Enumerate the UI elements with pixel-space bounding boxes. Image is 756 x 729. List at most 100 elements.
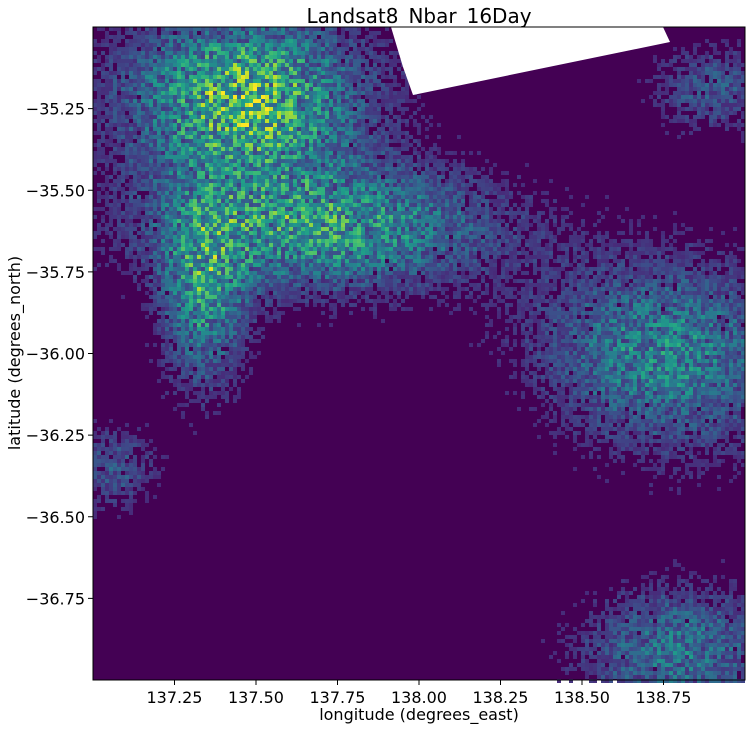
heatmap-cell <box>229 43 233 47</box>
heatmap-cell <box>685 67 689 71</box>
heatmap-cell <box>305 131 309 135</box>
heatmap-cell <box>341 31 345 35</box>
heatmap-cell <box>165 51 169 55</box>
heatmap-cell <box>209 187 213 191</box>
heatmap-cell <box>269 95 273 99</box>
heatmap-cell <box>193 91 197 95</box>
heatmap-cell <box>285 39 289 43</box>
heatmap-cell <box>309 95 313 99</box>
heatmap-cell <box>417 107 421 111</box>
heatmap-cell <box>217 55 221 59</box>
heatmap-cell <box>329 191 333 195</box>
heatmap-cell <box>161 191 165 195</box>
heatmap-cell <box>229 87 233 91</box>
heatmap-cell <box>125 27 129 31</box>
heatmap-cell <box>273 47 277 51</box>
heatmap-cell <box>409 179 413 183</box>
heatmap-cell <box>141 63 145 67</box>
heatmap-cell <box>513 227 517 231</box>
heatmap-cell <box>401 191 405 195</box>
heatmap-cell <box>129 107 133 111</box>
heatmap-cell <box>417 219 421 223</box>
heatmap-cell <box>121 35 125 39</box>
heatmap-cell <box>657 103 661 107</box>
heatmap-cell <box>681 223 685 227</box>
heatmap-cell <box>189 179 193 183</box>
heatmap-cell <box>169 223 173 227</box>
heatmap-cell <box>533 235 537 239</box>
heatmap-cell <box>317 219 321 223</box>
heatmap-cell <box>357 83 361 87</box>
heatmap-cell <box>553 207 557 211</box>
heatmap-cell <box>277 171 281 175</box>
heatmap-cell <box>269 127 273 131</box>
heatmap-cell <box>189 215 193 219</box>
heatmap-cell <box>201 235 205 239</box>
heatmap-cell <box>353 203 357 207</box>
heatmap-cell <box>369 83 373 87</box>
heatmap-cell <box>373 227 377 231</box>
heatmap-cell <box>129 79 133 83</box>
heatmap-cell <box>405 239 409 243</box>
heatmap-cell <box>493 227 497 231</box>
heatmap-cell <box>321 55 325 59</box>
heatmap-cell <box>313 235 317 239</box>
heatmap-cell <box>545 235 549 239</box>
heatmap-cell <box>353 31 357 35</box>
heatmap-cell <box>117 119 121 123</box>
heatmap-cell <box>381 95 385 99</box>
heatmap-cell <box>133 203 137 207</box>
heatmap-cell <box>145 115 149 119</box>
heatmap-cell <box>225 147 229 151</box>
heatmap-cell <box>281 139 285 143</box>
heatmap-cell <box>393 195 397 199</box>
heatmap-cell <box>337 87 341 91</box>
heatmap-cell <box>725 59 729 63</box>
heatmap-cell <box>457 135 461 139</box>
heatmap-cell <box>305 195 309 199</box>
heatmap-cell <box>185 27 189 31</box>
heatmap-cell <box>257 211 261 215</box>
heatmap-cell <box>405 195 409 199</box>
heatmap-cell <box>409 187 413 191</box>
heatmap-cell <box>117 59 121 63</box>
heatmap-cell <box>341 175 345 179</box>
heatmap-cell <box>137 175 141 179</box>
heatmap-cell <box>321 75 325 79</box>
heatmap-cell <box>213 91 217 95</box>
heatmap-cell <box>465 223 469 227</box>
heatmap-cell <box>153 131 157 135</box>
heatmap-cell <box>169 67 173 71</box>
heatmap-cell <box>141 183 145 187</box>
heatmap-cell <box>461 235 465 239</box>
heatmap-cell <box>697 127 701 131</box>
heatmap-cell <box>385 239 389 243</box>
heatmap-cell <box>189 67 193 71</box>
heatmap-cell <box>713 115 717 119</box>
heatmap-cell <box>121 59 125 63</box>
heatmap-cell <box>725 63 729 67</box>
heatmap-cell <box>229 207 233 211</box>
heatmap-cell <box>341 35 345 39</box>
heatmap-cell <box>201 55 205 59</box>
heatmap-cell <box>405 215 409 219</box>
heatmap-cell <box>321 203 325 207</box>
heatmap-cell <box>405 131 409 135</box>
heatmap-cell <box>169 115 173 119</box>
heatmap-cell <box>509 239 513 243</box>
heatmap-cell <box>521 227 525 231</box>
heatmap-cell <box>273 75 277 79</box>
heatmap-cell <box>341 151 345 155</box>
heatmap-cell <box>377 223 381 227</box>
heatmap-cell <box>265 131 269 135</box>
heatmap-cell <box>213 175 217 179</box>
heatmap-cell <box>229 203 233 207</box>
heatmap-cell <box>185 115 189 119</box>
heatmap-cell <box>273 203 277 207</box>
heatmap-cell <box>185 99 189 103</box>
heatmap-cell <box>717 107 721 111</box>
heatmap-cell <box>353 151 357 155</box>
heatmap-cell <box>229 75 233 79</box>
heatmap-cell <box>177 99 181 103</box>
heatmap-cell <box>161 135 165 139</box>
